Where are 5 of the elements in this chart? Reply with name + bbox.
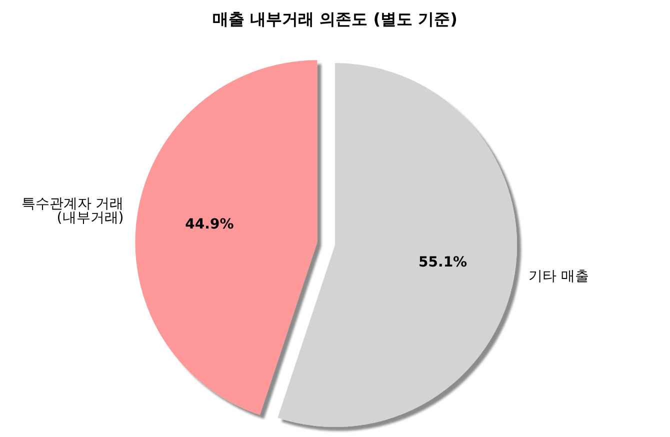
chart-title: 매출 내부거래 의존도 (별도 기준) — [212, 10, 458, 28]
slice-label: 기타 매출 — [528, 268, 589, 284]
data-label: 44.9% — [185, 216, 234, 233]
slice-label: 특수관계자 거래 (내부거래) — [21, 196, 124, 226]
data-label: 55.1% — [418, 254, 468, 270]
